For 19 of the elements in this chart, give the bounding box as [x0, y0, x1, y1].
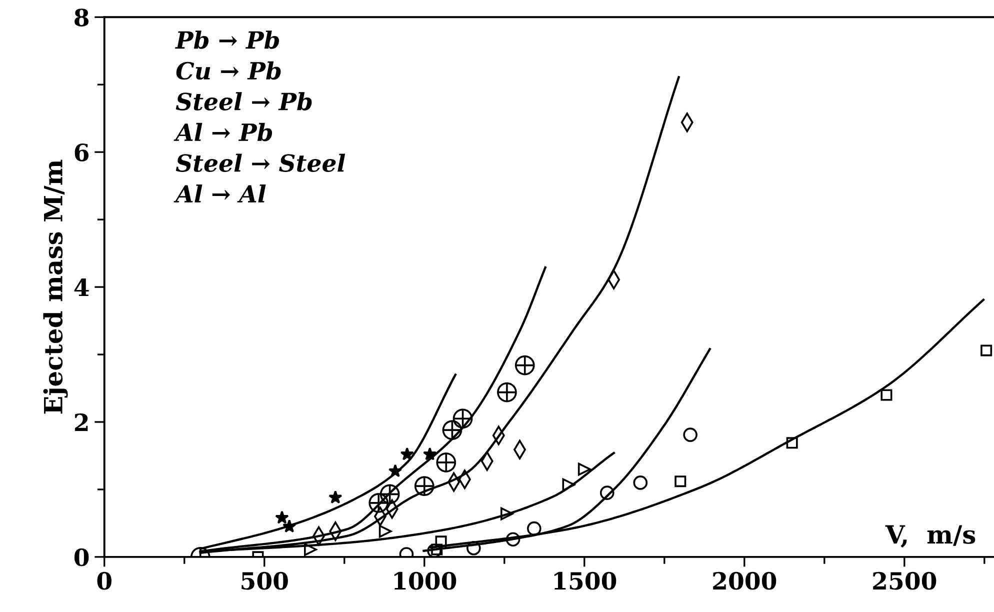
x-tick-label: 2500 — [873, 572, 936, 590]
y-tick-label: 0 — [74, 548, 89, 566]
annotation: Steel → Steel — [176, 154, 346, 172]
x-tick-label: 1000 — [394, 572, 456, 590]
x-axis-title: V, m/s — [885, 525, 976, 548]
y-tick-label: 8 — [74, 8, 89, 26]
annotation: Al → Pb — [174, 122, 272, 142]
y-tick-label: 4 — [74, 278, 89, 296]
annotation: Steel → Pb — [176, 92, 312, 110]
y-axis-title: Ejected mass M/m — [43, 160, 68, 414]
annotation: Pb → Pb — [174, 30, 280, 49]
y-tick-label: 2 — [74, 413, 88, 431]
x-tick-label: 500 — [242, 572, 288, 590]
x-tick-label: 0 — [97, 572, 112, 590]
x-tick-label: 1500 — [554, 572, 616, 590]
annotation: Cu → Pb — [176, 61, 281, 80]
y-tick-label: 6 — [74, 144, 89, 162]
annotation: Al → Al — [174, 184, 266, 202]
x-tick-label: 2000 — [713, 572, 776, 590]
